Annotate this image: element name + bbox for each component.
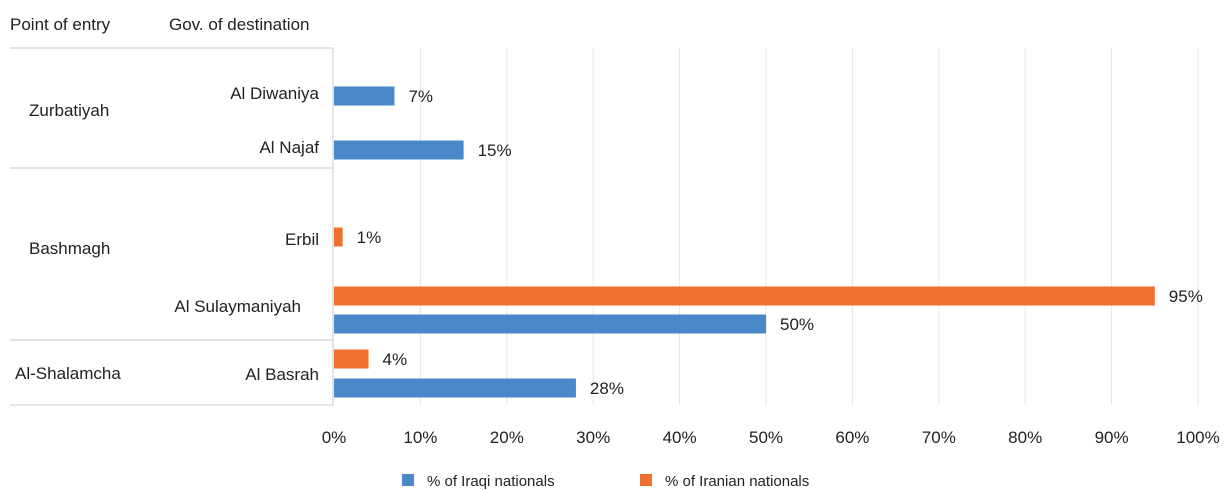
bar-iraqi (334, 86, 395, 106)
group-separators (10, 47, 334, 406)
point-of-entry-label: Al-Shalamcha (15, 364, 121, 383)
destination-label: Al Najaf (259, 138, 319, 157)
data-label: 50% (780, 315, 814, 334)
bars: 7% 15% 1% 95% 50% 4% 28% (334, 86, 1203, 398)
legend-label: % of Iranian nationals (665, 473, 809, 490)
point-of-entry-label: Zurbatiyah (29, 101, 109, 120)
x-tick-label: 80% (1008, 428, 1042, 447)
header-gov-of-destination: Gov. of destination (169, 15, 310, 34)
destination-label: Erbil (285, 230, 319, 249)
x-tick-label: 10% (403, 428, 437, 447)
x-tick-label: 0% (322, 428, 347, 447)
destination-label: Al Diwaniya (230, 84, 319, 103)
x-tick-label: 100% (1176, 428, 1219, 447)
legend-swatch (640, 474, 652, 486)
gridlines (419, 48, 1199, 405)
bar-iranian (334, 349, 369, 369)
destination-label: Al Basrah (245, 365, 319, 384)
bar-iranian (334, 227, 343, 247)
data-label: 15% (478, 141, 512, 160)
data-label: 95% (1169, 287, 1203, 306)
bar-iranian (334, 286, 1155, 306)
data-label: 1% (357, 228, 382, 247)
x-tick-label: 50% (749, 428, 783, 447)
bar-iraqi (334, 378, 576, 398)
data-label: 4% (383, 350, 408, 369)
bar-iraqi (334, 140, 464, 160)
point-of-entry-label: Bashmagh (29, 239, 110, 258)
x-tick-label: 30% (576, 428, 610, 447)
data-label: 28% (590, 379, 624, 398)
x-axis-ticks: 0% 10% 20% 30% 40% 50% 60% 70% 80% 90% 100% (322, 428, 1220, 447)
legend-swatch (402, 474, 414, 486)
bar-iraqi (334, 314, 766, 334)
category-labels: Zurbatiyah Al Diwaniya Al Najaf Bashmagh Erb… (15, 84, 320, 384)
x-tick-label: 40% (663, 428, 697, 447)
x-tick-label: 70% (922, 428, 956, 447)
legend-label: % of Iraqi nationals (427, 473, 555, 490)
x-tick-label: 20% (490, 428, 524, 447)
destination-label: Al Sulaymaniyah (174, 297, 301, 316)
x-tick-label: 90% (1095, 428, 1129, 447)
legend: % of Iraqi nationals % of Iranian nationa… (402, 473, 809, 490)
data-label: 7% (408, 87, 433, 106)
header-point-of-entry: Point of entry (10, 15, 111, 34)
x-tick-label: 60% (835, 428, 869, 447)
